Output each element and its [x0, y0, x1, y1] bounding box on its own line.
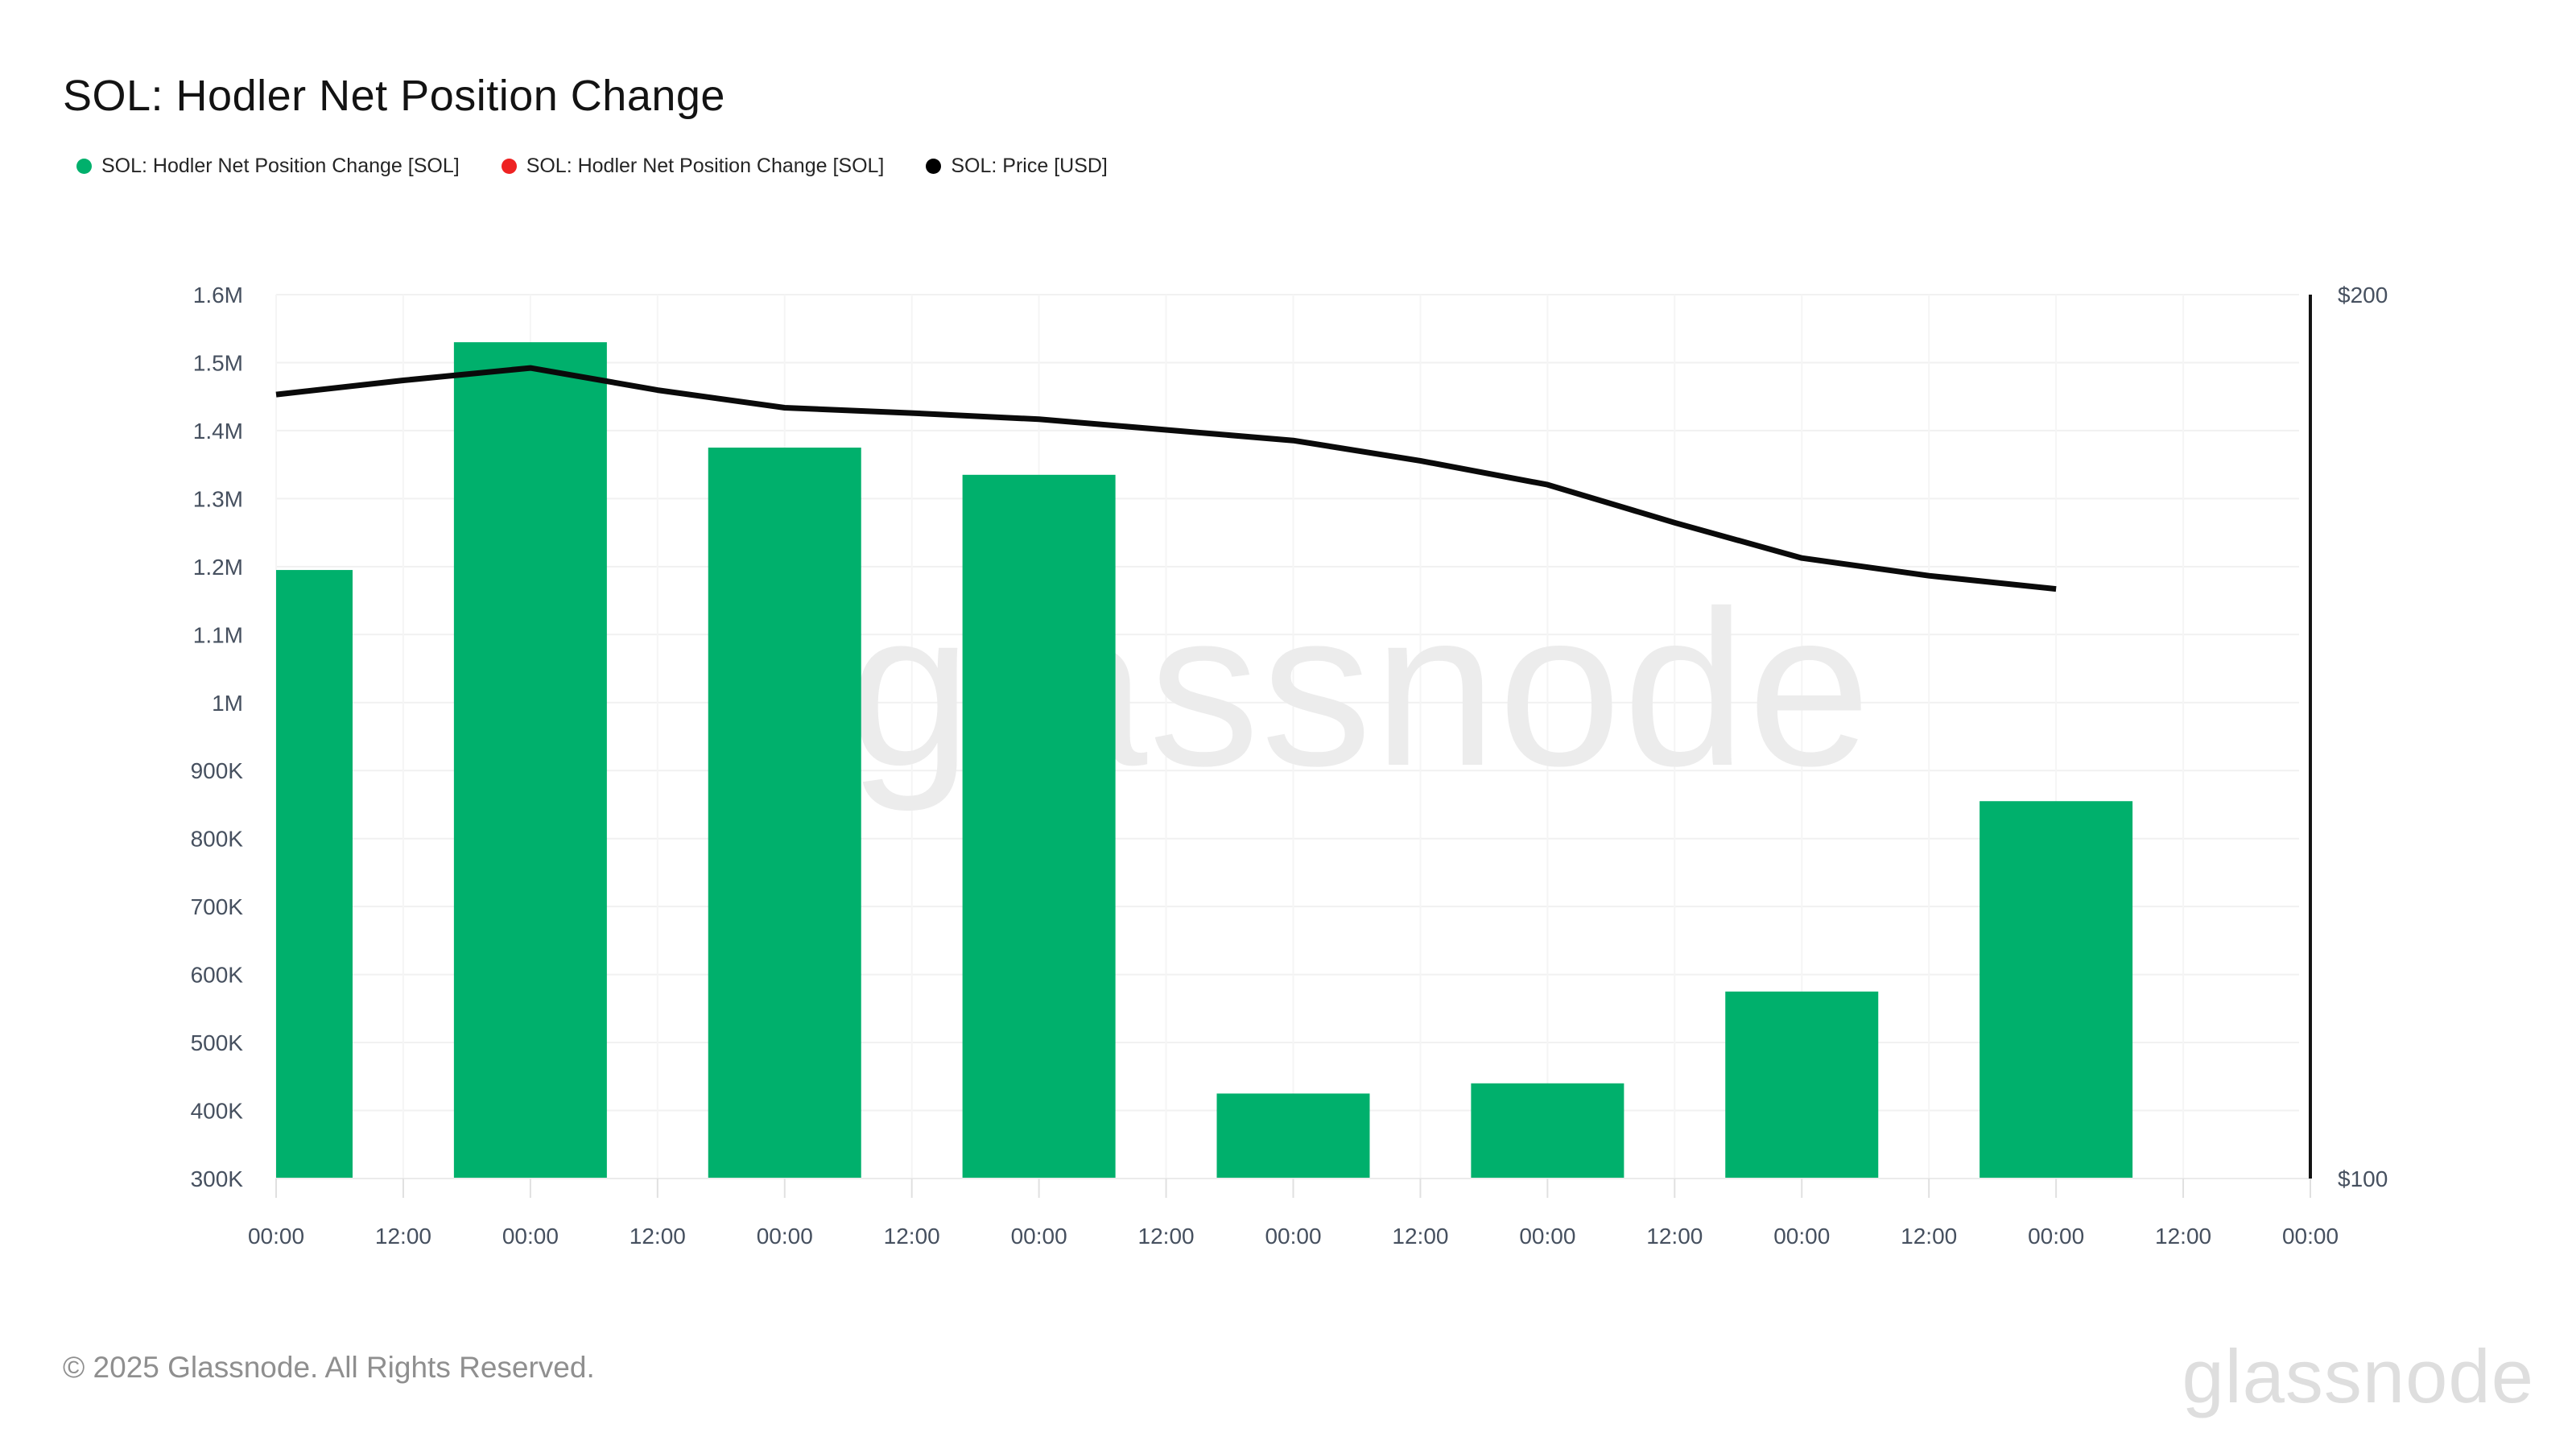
x-tick-label: 00:00: [502, 1224, 559, 1249]
y-left-tick-label: 800K: [191, 827, 244, 852]
x-tick-label: 00:00: [1011, 1224, 1067, 1249]
red-dot-icon: [501, 159, 517, 174]
legend-item-label: SOL: Hodler Net Position Change [SOL]: [101, 155, 460, 177]
y-left-tick-label: 1.1M: [193, 622, 243, 647]
y-left-tick-label: 1.2M: [193, 555, 243, 580]
x-tick-label: 00:00: [1519, 1224, 1575, 1249]
x-tick-label: 12:00: [375, 1224, 431, 1249]
y-left-tick-label: 900K: [191, 758, 244, 783]
x-tick-label: 12:00: [1646, 1224, 1703, 1249]
x-tick-label: 12:00: [2155, 1224, 2211, 1249]
y-left-tick-label: 300K: [191, 1166, 244, 1191]
x-tick-label: 12:00: [1138, 1224, 1195, 1249]
y-right-tick-label: $200: [2338, 283, 2388, 308]
price-line[interactable]: [275, 365, 2057, 592]
bar[interactable]: [1725, 991, 1879, 1179]
page-title: SOL: Hodler Net Position Change: [63, 72, 725, 121]
green-dot-icon: [76, 159, 92, 174]
x-tick-label: 00:00: [1773, 1224, 1830, 1249]
legend-item-hodler-net-position-negative[interactable]: SOL: Hodler Net Position Change [SOL]: [501, 155, 885, 178]
bar[interactable]: [453, 342, 607, 1179]
glassnode-logo: glassnode: [2182, 1334, 2534, 1418]
y-right-tick-label: $100: [2338, 1166, 2388, 1191]
bar[interactable]: [962, 474, 1116, 1179]
x-tick-label: 00:00: [248, 1224, 304, 1249]
x-tick-label: 12:00: [1392, 1224, 1448, 1249]
x-tick-label: 12:00: [630, 1224, 686, 1249]
bar-series: [200, 342, 2133, 1179]
legend: SOL: Hodler Net Position Change [SOL] SO…: [76, 155, 1108, 178]
legend-item-label: SOL: Price [USD]: [951, 155, 1108, 177]
y-left-tick-label: 1.5M: [193, 350, 243, 375]
bar[interactable]: [1216, 1093, 1370, 1179]
x-tick-label: 00:00: [2282, 1224, 2339, 1249]
x-tick-label: 00:00: [1265, 1224, 1321, 1249]
bar[interactable]: [200, 570, 353, 1179]
black-dot-icon: [926, 159, 942, 174]
copyright-text: © 2025 Glassnode. All Rights Reserved.: [63, 1351, 595, 1384]
y-left-tick-label: 1.4M: [193, 419, 243, 444]
x-tick-label: 12:00: [1901, 1224, 1957, 1249]
x-tick-label: 00:00: [757, 1224, 813, 1249]
y-left-tick-label: 1M: [212, 691, 243, 716]
y-left-tick-label: 400K: [191, 1099, 244, 1124]
y-left-tick-label: 500K: [191, 1030, 244, 1055]
bar[interactable]: [1471, 1083, 1624, 1179]
y-left-tick-label: 1.3M: [193, 486, 243, 511]
legend-item-label: SOL: Hodler Net Position Change [SOL]: [526, 155, 885, 177]
x-tick-label: 12:00: [884, 1224, 940, 1249]
bar[interactable]: [708, 448, 861, 1179]
legend-item-hodler-net-position[interactable]: SOL: Hodler Net Position Change [SOL]: [76, 155, 460, 178]
bar[interactable]: [1979, 801, 2133, 1179]
y-left-tick-label: 600K: [191, 963, 244, 988]
x-tick-label: 00:00: [2028, 1224, 2084, 1249]
legend-item-price[interactable]: SOL: Price [USD]: [926, 155, 1108, 178]
y-left-tick-label: 700K: [191, 894, 244, 919]
y-left-tick-label: 1.6M: [193, 283, 243, 308]
